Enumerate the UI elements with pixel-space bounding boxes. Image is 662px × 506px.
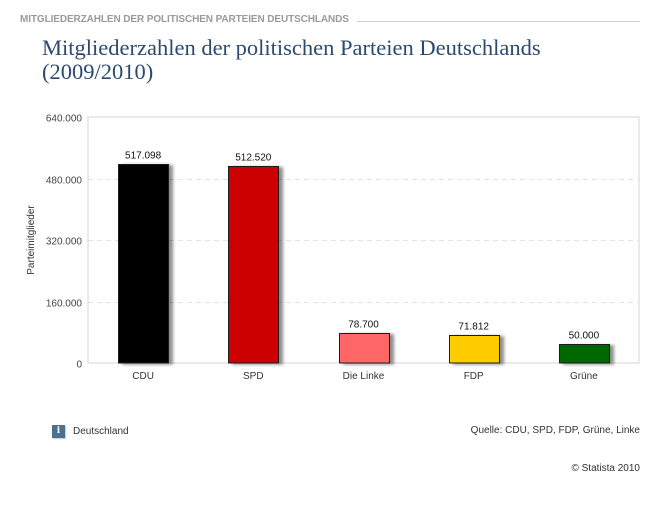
bar-spd[interactable] bbox=[228, 166, 279, 364]
copyright: © Statista 2010 bbox=[571, 463, 640, 474]
bar-chart: 0 160.000 320.000 480.000 640.000 517.098 CDU 5… bbox=[26, 114, 640, 382]
chart-title-line1: Mitgliederzahlen der politischen Parteie… bbox=[42, 35, 541, 60]
x-tick-label: Die Linke bbox=[343, 371, 385, 382]
data-label: 512.520 bbox=[235, 153, 272, 164]
chart-title: Mitgliederzahlen der politischen Parteie… bbox=[42, 36, 642, 84]
bar-die-linke[interactable] bbox=[339, 333, 390, 364]
y-tick-label: 160.000 bbox=[46, 299, 83, 310]
section-header: MITGLIEDERZAHLEN DER POLITISCHEN PARTEIE… bbox=[20, 12, 640, 26]
section-label: MITGLIEDERZAHLEN DER POLITISCHEN PARTEIE… bbox=[20, 13, 349, 25]
x-tick-label: SPD bbox=[243, 371, 264, 382]
y-tick-label: 640.000 bbox=[46, 114, 83, 125]
x-tick-label: FDP bbox=[464, 371, 484, 382]
bar-cdu[interactable] bbox=[118, 164, 169, 364]
bar-fdp[interactable] bbox=[449, 335, 500, 364]
y-tick-label: 320.000 bbox=[46, 237, 83, 248]
bar-grüne[interactable] bbox=[559, 344, 610, 364]
y-tick-label: 480.000 bbox=[46, 176, 83, 187]
y-axis-label: Parteimitglieder bbox=[26, 205, 37, 275]
chart-title-line2: (2009/2010) bbox=[42, 59, 154, 84]
info-icon[interactable]: i bbox=[52, 425, 65, 438]
x-tick-label: CDU bbox=[132, 371, 154, 382]
data-label: 71.812 bbox=[458, 322, 489, 333]
header-divider bbox=[356, 20, 640, 22]
data-label: 50.000 bbox=[569, 331, 600, 342]
source-note: Quelle: CDU, SPD, FDP, Grüne, Linke bbox=[470, 425, 640, 436]
region-label: Deutschland bbox=[73, 426, 129, 437]
y-tick-label: 0 bbox=[76, 360, 82, 371]
x-tick-label: Grüne bbox=[570, 371, 598, 382]
data-label: 78.700 bbox=[348, 320, 379, 331]
data-label: 517.098 bbox=[125, 151, 162, 162]
region-info[interactable]: i Deutschland bbox=[52, 425, 129, 438]
